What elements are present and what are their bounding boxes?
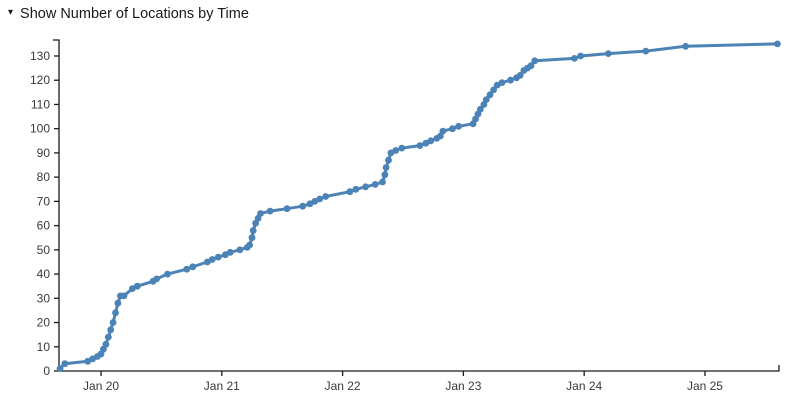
data-point-marker[interactable] [249,227,257,234]
data-point-marker[interactable] [61,360,69,368]
data-point-marker[interactable] [604,50,612,57]
data-point-marker[interactable] [362,183,369,191]
data-point-marker[interactable] [385,156,392,164]
data-point-marker[interactable] [226,248,234,256]
data-point-marker[interactable] [109,319,117,326]
data-point-marker[interactable] [107,326,115,334]
data-point-marker[interactable] [214,253,222,261]
data-point-marker[interactable] [455,122,462,130]
data-point-marker[interactable] [248,234,256,242]
data-point-marker[interactable] [507,76,514,84]
x-axis-tick-label: Jan 24 [566,379,602,393]
data-point-marker[interactable] [153,275,161,283]
data-point-marker[interactable] [189,263,197,271]
data-point-marker[interactable] [486,91,494,99]
data-point-marker[interactable] [449,125,456,133]
data-point-marker[interactable] [164,270,171,278]
y-axis-tick-label: 70 [37,194,51,208]
panel-title: Show Number of Locations by Time [20,6,249,22]
data-point-marker[interactable] [133,282,141,290]
x-axis-tick-label: Jan 21 [204,379,240,393]
x-axis-tick-label: Jan 20 [83,379,119,393]
y-axis-tick-label: 100 [30,122,50,136]
data-point-marker[interactable] [56,365,64,372]
data-point-marker[interactable] [112,309,119,317]
data-point-marker[interactable] [382,164,390,171]
data-point-marker[interactable] [299,202,307,210]
data-point-marker[interactable] [774,40,781,48]
data-point-marker[interactable] [416,142,424,150]
data-point-marker[interactable] [476,105,484,113]
y-axis-tick-label: 50 [37,243,51,257]
data-point-marker[interactable] [571,55,578,62]
data-point-marker[interactable] [183,265,191,273]
data-point-marker[interactable] [531,57,539,65]
y-axis-tick-label: 80 [37,170,51,184]
data-point-marker[interactable] [379,178,386,186]
data-point-marker[interactable] [316,195,324,203]
y-axis-tick-label: 110 [31,97,50,111]
y-axis-tick-label: 0 [43,364,50,378]
data-point-marker[interactable] [208,256,216,263]
x-axis-tick-label: Jan 23 [445,379,481,393]
panel-title-row[interactable]: ▾ Show Number of Locations by Time [8,5,249,23]
data-point-marker[interactable] [682,42,689,50]
y-axis-tick-label: 40 [37,267,51,281]
axis-lines [53,39,780,372]
data-point-marker[interactable] [381,171,389,179]
data-point-marker[interactable] [114,299,122,307]
data-point-marker[interactable] [482,96,490,103]
y-axis-tick-label: 10 [37,340,51,354]
data-point-marker[interactable] [371,181,379,188]
data-point-marker[interactable] [102,340,110,348]
data-point-marker[interactable] [283,205,291,213]
y-axis-tick-label: 20 [37,316,51,330]
y-axis-tick-label: 120 [30,73,50,87]
data-point-marker[interactable] [398,144,406,152]
data-point-marker[interactable] [236,246,244,254]
data-point-marker[interactable] [246,241,254,249]
x-axis-tick-label: Jan 25 [687,379,723,393]
data-point-marker[interactable] [322,193,330,200]
data-line[interactable] [58,42,779,371]
y-axis-tick-label: 60 [37,219,51,233]
y-axis-tick-label: 90 [37,146,51,160]
collapse-triangle-icon[interactable]: ▾ [8,7,14,18]
y-axis-tick-label: 130 [30,49,50,63]
data-point-marker[interactable] [577,52,584,60]
data-point-marker[interactable] [516,72,524,79]
y-axis-tick-label: 30 [37,291,51,305]
data-point-marker[interactable] [104,333,112,341]
data-point-marker[interactable] [352,185,360,193]
data-point-marker[interactable] [266,207,274,215]
data-point-marker[interactable] [527,62,535,70]
data-point-marker[interactable] [427,137,435,145]
data-point-marker[interactable] [490,86,497,94]
data-point-marker[interactable] [257,210,264,217]
data-point-marker[interactable] [346,188,354,196]
data-point-marker[interactable] [120,292,128,300]
data-point-marker[interactable] [439,127,447,135]
data-point-marker[interactable] [642,47,650,55]
data-point-marker[interactable] [392,147,400,154]
x-axis-tick-label: Jan 22 [325,379,361,393]
data-point-marker[interactable] [498,79,506,86]
